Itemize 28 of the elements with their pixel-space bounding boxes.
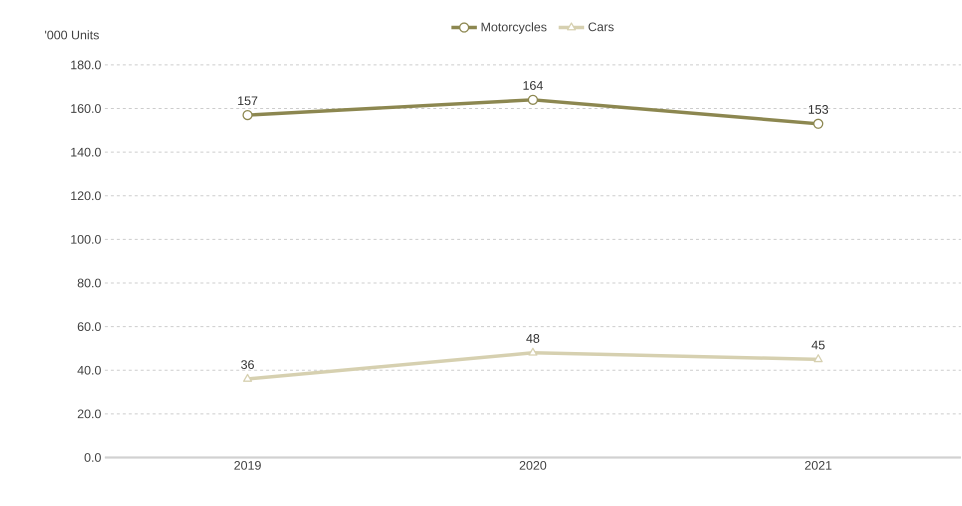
y-tick-label: 40.0 [77,366,101,374]
data-label: 157 [238,96,258,105]
point [528,94,538,105]
y-tick-label: 100.0 [71,234,101,244]
point [243,374,252,382]
y-tick-label: 60.0 [78,322,101,331]
y-tick-label: 140.0 [71,148,101,156]
data-label: 45 [812,340,825,350]
x-tick-label: 2021 [805,460,832,470]
y-axis-title: '000 Units [45,30,99,40]
data-label: 48 [526,334,540,343]
data-label: 36 [241,360,254,369]
legend-label: Cars [588,22,614,32]
y-tick-label: 120.0 [71,191,101,200]
point [528,347,538,356]
data-label: 153 [808,104,828,114]
y-tick-label: 160.0 [71,104,101,113]
y-tick-label: 80.0 [78,278,101,288]
point [813,118,824,129]
point [814,354,823,362]
y-tick-label: 0.0 [84,452,101,462]
point [242,110,253,120]
x-tick-label: 2020 [520,460,546,470]
y-tick-label: 20.0 [78,409,101,418]
legend-label: Motorcycles [482,22,547,34]
y-tick-label: 180.0 [71,60,101,70]
data-label: 164 [523,80,543,90]
x-tick-label: 2019 [234,460,261,470]
